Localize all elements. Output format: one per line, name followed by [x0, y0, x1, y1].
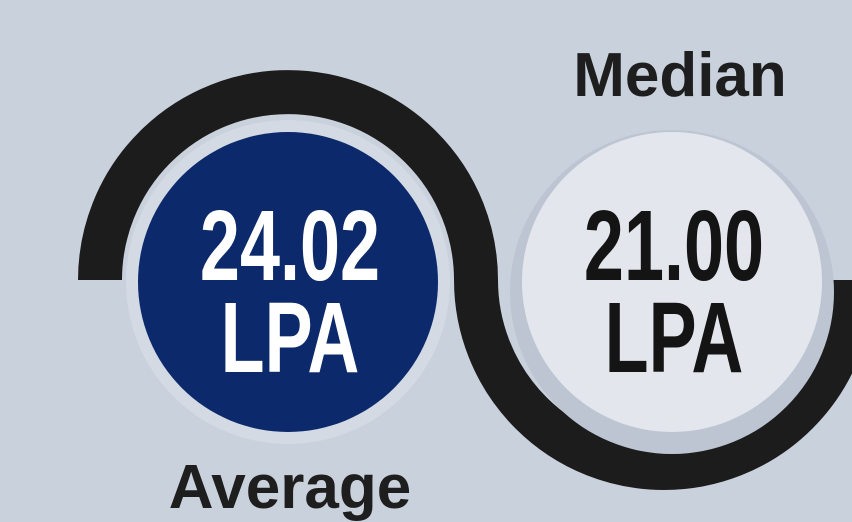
median-label: Median: [573, 41, 787, 110]
median-value-group: 21.00 LPA: [584, 190, 764, 393]
median-value: 21.00: [584, 190, 764, 301]
average-value: 24.02: [200, 190, 380, 301]
curve-top: [78, 70, 498, 281]
average-circle: [138, 132, 438, 432]
average-value-group: 24.02 LPA: [200, 190, 380, 393]
average-label: Average: [169, 453, 411, 522]
curve-bottom: [454, 279, 852, 490]
median-circle: [522, 132, 822, 432]
average-unit: LPA: [221, 282, 360, 393]
median-unit: LPA: [605, 282, 744, 393]
